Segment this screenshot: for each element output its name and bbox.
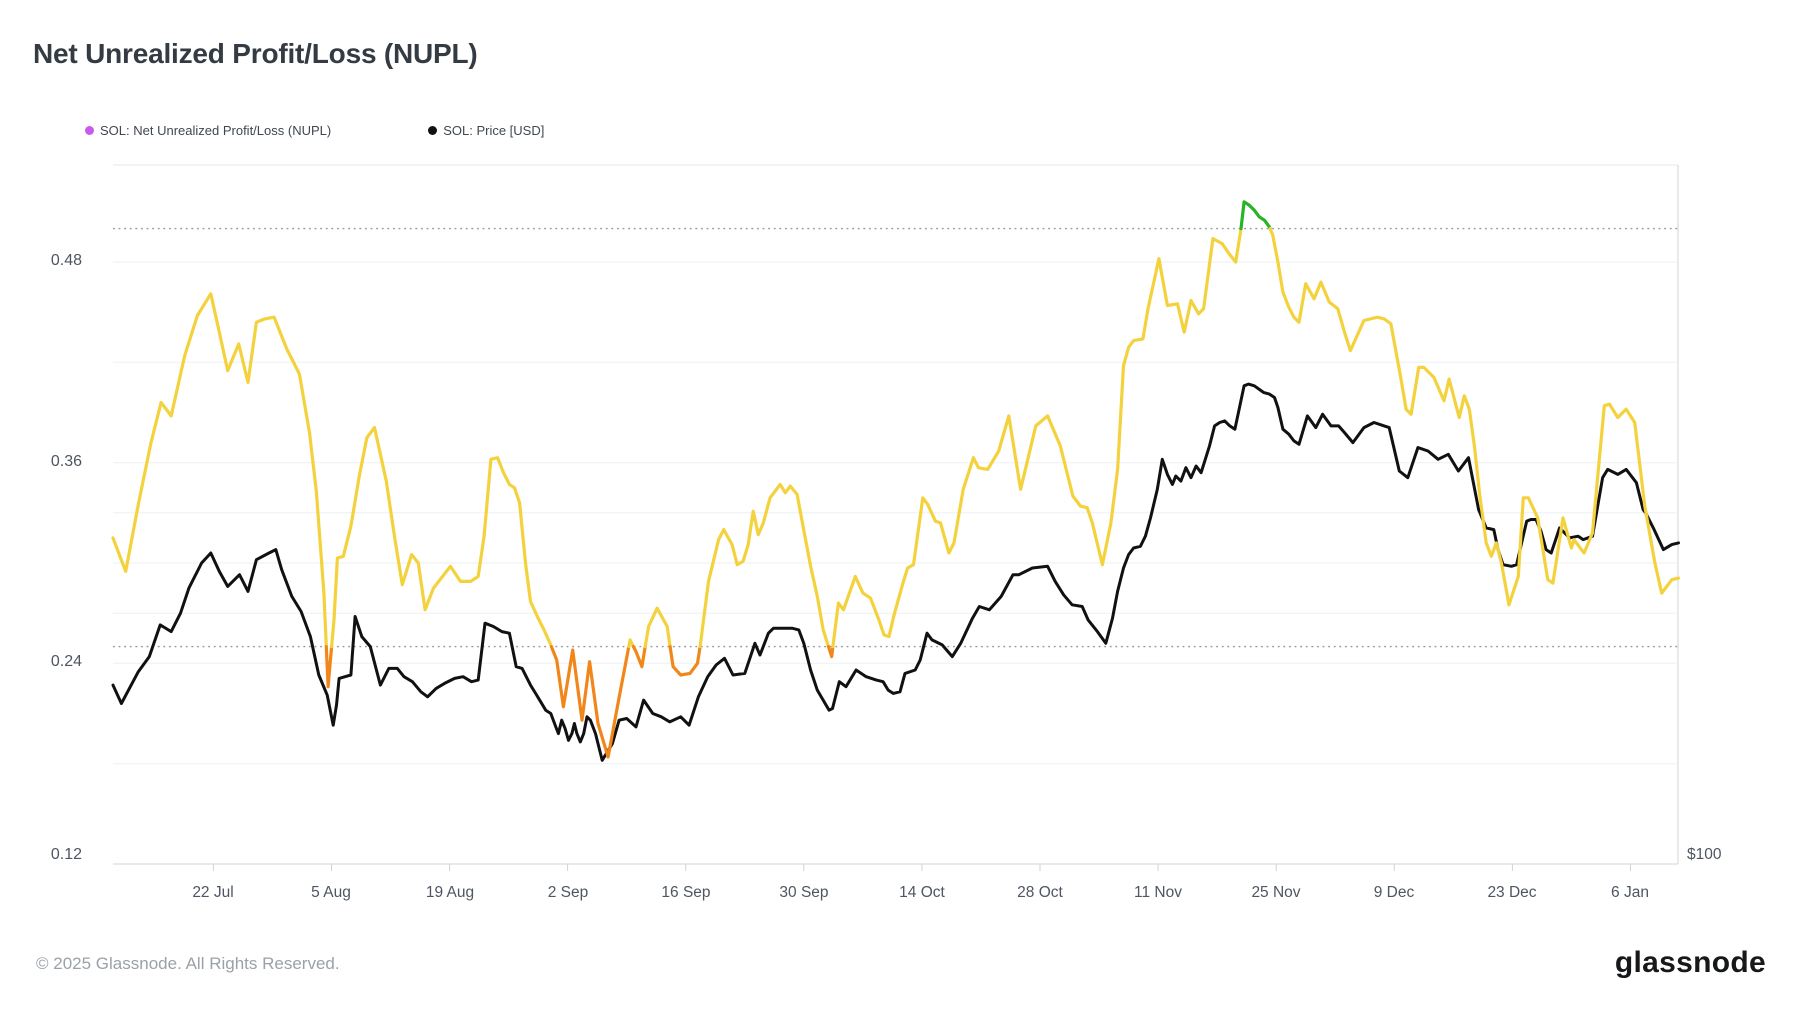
legend-marker-nupl-icon xyxy=(85,125,94,135)
copyright-text: © 2025 Glassnode. All Rights Reserved. xyxy=(36,954,340,973)
x-axis-label: 9 Dec xyxy=(1373,884,1415,901)
glassnode-logo: glassnode xyxy=(1614,946,1766,979)
price-line xyxy=(111,382,1680,762)
y-axis-label: 0.12 xyxy=(50,846,82,863)
x-axis-label: 5 Aug xyxy=(311,884,351,901)
nupl-line-segment xyxy=(627,638,636,649)
nupl-line-segment xyxy=(549,644,631,759)
x-axis-label: 14 Oct xyxy=(899,884,945,901)
nupl-line-segment xyxy=(1239,200,1272,231)
nupl-line-segment xyxy=(631,644,647,669)
nupl-line-segment xyxy=(324,644,334,689)
legend-item-nupl[interactable]: SOL: Net Unrealized Profit/Loss (NUPL) xyxy=(85,123,331,138)
x-axis-label: 30 Sep xyxy=(779,884,829,901)
page-title: Net Unrealized Profit/Loss (NUPL) xyxy=(33,38,478,69)
y-axis-label: 0.48 xyxy=(50,252,82,269)
nupl-line-segment xyxy=(1268,227,1681,607)
legend-marker-price-icon xyxy=(428,125,438,135)
nupl-line-segment xyxy=(831,227,1243,649)
x-axis-label: 23 Dec xyxy=(1487,884,1537,901)
nupl-line-segment xyxy=(643,606,672,649)
x-axis-label: 11 Nov xyxy=(1134,884,1182,901)
nupl-line-segment xyxy=(668,644,702,677)
legend-item-price[interactable]: SOL: Price [USD] xyxy=(428,123,544,138)
legend-label-price: SOL: Price [USD] xyxy=(443,122,545,138)
x-axis-label: 19 Aug xyxy=(425,884,475,901)
x-axis-label: 22 Jul xyxy=(192,884,234,901)
nupl-line-segment xyxy=(111,292,328,649)
price-axis-label: $100 xyxy=(1687,846,1722,863)
x-axis-label: 28 Oct xyxy=(1017,884,1063,901)
nupl-line-segment xyxy=(826,644,835,659)
x-axis-label: 16 Sep xyxy=(661,884,711,901)
nupl-line-segment xyxy=(698,482,831,649)
nupl-line-segment xyxy=(330,426,554,649)
legend-label-nupl: SOL: Net Unrealized Profit/Loss (NUPL) xyxy=(100,122,332,138)
y-axis-label: 0.36 xyxy=(50,453,82,470)
x-axis-label: 6 Jan xyxy=(1611,884,1649,901)
y-axis-label: 0.24 xyxy=(50,653,82,670)
x-axis-label: 2 Sep xyxy=(547,884,589,901)
legend: SOL: Net Unrealized Profit/Loss (NUPL) S… xyxy=(85,121,544,139)
x-axis-label: 25 Nov xyxy=(1251,884,1301,901)
